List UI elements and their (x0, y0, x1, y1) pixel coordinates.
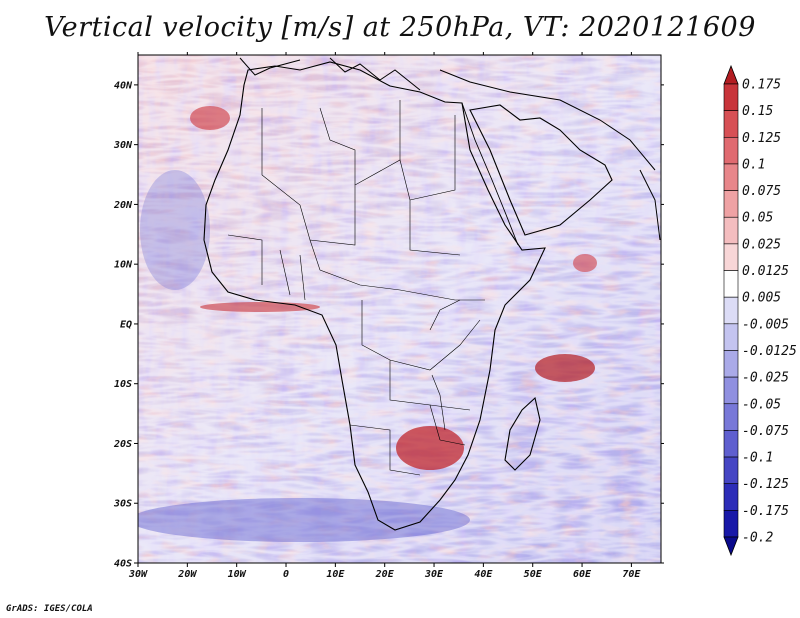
colorbar-segment (723, 190, 739, 218)
colorbar-label: -0.05 (742, 397, 781, 412)
colorbar-label: -0.2 (742, 531, 773, 546)
lat-tick-label: 40N (114, 80, 133, 91)
ascent-gulf-of-guinea (200, 302, 320, 312)
colorbar-label: -0.025 (742, 371, 789, 386)
colorbar-label: 0.075 (742, 184, 781, 199)
lon-tick-label: 10W (228, 569, 247, 580)
colorbar-segment (723, 403, 739, 431)
grads-credit: GrADS: IGES/COLA (6, 604, 93, 614)
lon-tick-label: 20W (177, 569, 197, 580)
lon-tick-label: 30E (424, 569, 444, 580)
colorbar-label: 0.005 (742, 291, 781, 306)
colorbar-label: 0.125 (742, 131, 781, 146)
ascent-north-atlantic (190, 106, 230, 130)
map-title: Vertical velocity [m/s] at 250hPa, VT: 2… (44, 12, 756, 43)
country-borders (227, 100, 485, 476)
colorbar-top-arrow (723, 64, 739, 85)
lat-tick-label: 20N (113, 200, 133, 211)
colorbar-bottom-arrow (723, 536, 739, 557)
colorbar-segment (723, 163, 739, 191)
colorbar-label: 0.05 (742, 211, 773, 226)
lat-tick-label: 10N (114, 260, 133, 271)
colorbar-label: -0.1 (742, 451, 773, 466)
colorbar-segment (723, 456, 739, 485)
lon-tick-label: 0 (283, 569, 289, 580)
colorbar-segment (723, 270, 739, 298)
red-sea-coast (461, 102, 519, 246)
plot-frame (137, 54, 662, 564)
colorbar-label: 0.0125 (742, 264, 789, 279)
lat-tick-label: 40S (114, 559, 132, 570)
lat-tick-label: EQ (120, 319, 132, 330)
lon-tick-label: 40E (474, 569, 493, 580)
colorbar-label: 0.15 (742, 104, 773, 119)
colorbar-label: 0.025 (742, 237, 781, 252)
colorbar-segment (723, 483, 739, 511)
descent-south-band (138, 498, 470, 542)
colorbar-segment (723, 350, 739, 378)
colorbar-label: -0.0125 (742, 344, 797, 359)
arabia-coastline (469, 104, 613, 236)
colorbar-segment (723, 83, 739, 111)
colorbar-segment (723, 510, 739, 538)
colorbar: 0.175 0.15 0.125 0.1 0.075 0.05 0.025 0.0125 0.0… (723, 64, 797, 557)
colorbar-segment (723, 110, 739, 138)
colorbar-label: 0.175 (742, 78, 781, 93)
colorbar-segment (723, 243, 739, 271)
lat-tick-label: 10S (114, 379, 132, 390)
colorbar-segment (723, 136, 739, 165)
ascent-madagascar-ne (573, 254, 597, 272)
colorbar-segment (723, 296, 739, 325)
lon-tick-label: 50E (524, 569, 543, 580)
colorbar-segment (723, 323, 739, 351)
lon-tick-label: 30W (128, 569, 148, 580)
latitude-axis: 40N 30N 20N 10N EQ 10S 20S 30S 40S (113, 80, 664, 570)
lon-tick-label: 60E (573, 569, 592, 580)
colorbar-label: 0.1 (742, 157, 765, 172)
colorbar-label: -0.005 (742, 317, 789, 332)
africa-coastline (203, 61, 546, 531)
colorbar-segment (723, 216, 739, 245)
europe-coastline (239, 57, 656, 171)
madagascar-coastline (504, 396, 541, 471)
colorbar-segment (723, 376, 739, 405)
colorbar-label: -0.075 (742, 424, 789, 439)
lon-tick-label: 20E (375, 569, 395, 580)
lat-tick-label: 30S (113, 499, 132, 510)
ascent-indian-ocean (535, 354, 595, 382)
colorbar-segment (723, 430, 739, 458)
velocity-field (138, 55, 661, 563)
lat-tick-label: 30N (113, 140, 133, 151)
colorbar-label: -0.125 (742, 477, 789, 492)
lon-tick-label: 10E (326, 569, 345, 580)
descent-atlantic (140, 170, 210, 290)
colorbar-label: -0.175 (742, 504, 789, 519)
ascent-southern-africa (396, 426, 464, 470)
india-coastline (639, 169, 661, 241)
lon-tick-label: 70E (622, 569, 641, 580)
longitude-axis: 30W 20W 10W 0 10E 20E 30E 40E 50E 60E 70E (128, 52, 641, 580)
lat-tick-label: 20S (113, 439, 132, 450)
